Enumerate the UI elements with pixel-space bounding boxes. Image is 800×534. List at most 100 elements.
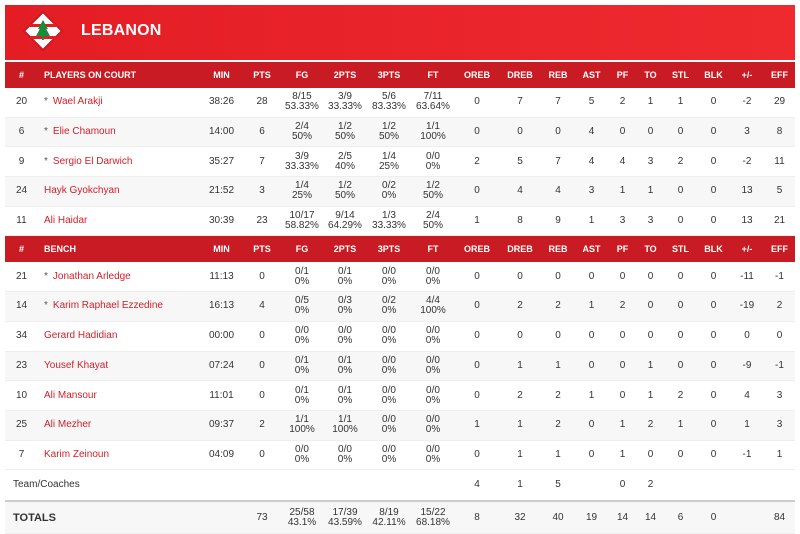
stat-cell: 7 (499, 88, 541, 118)
stat-cell: 0/3 0% (323, 291, 367, 322)
stat-cell: 0 (664, 440, 697, 471)
stat-cell: 4/4 100% (411, 291, 455, 322)
stat-cell: 0/0 0% (281, 440, 323, 471)
stat-cell: 1/1 100% (281, 410, 323, 441)
column-header: MIN (200, 62, 243, 88)
stat-made-attempted: 0/1 (295, 354, 309, 366)
stat-percentage: 0% (381, 335, 397, 347)
player-cell: Ali Mansour (38, 380, 200, 411)
player-name[interactable]: Gerard Hadidian (44, 330, 118, 342)
stat-cell: 29 (764, 88, 795, 118)
stat-cell: 0/0 0% (367, 321, 411, 352)
player-name[interactable]: Ali Haidar (44, 215, 88, 227)
stat-cell: 28 (243, 88, 281, 118)
player-name[interactable]: Sergio El Darwich (52, 155, 133, 167)
stat-cell: 1 (637, 380, 664, 411)
stat-percentage: 0% (381, 394, 397, 406)
stat-made-attempted: 0/0 (426, 443, 440, 455)
stat-cell: 3/9 33.33% (281, 146, 323, 178)
stat-made-attempted: 0/1 (338, 384, 352, 396)
stat-percentage: 50% (334, 190, 355, 202)
stat-cell: 16:13 (200, 291, 243, 322)
stat-cell: 0 (697, 291, 730, 322)
stat-cell: 11:01 (200, 380, 243, 411)
player-name[interactable]: Wael Arakji (52, 96, 103, 108)
stat-percentage: 0% (337, 275, 353, 287)
stat-made-attempted: 0/1 (295, 265, 309, 277)
stat-cell: 2/4 50% (411, 206, 455, 237)
stat-cell: 1 (664, 88, 697, 118)
player-cell: * Jonathan Arledge (38, 262, 200, 293)
stat-cell: 5 (499, 146, 541, 178)
stat-cell: 8 (499, 206, 541, 237)
player-cell: * Elie Chamoun (38, 117, 200, 148)
player-number: 14 (5, 291, 38, 322)
stat-cell: 2 (764, 291, 795, 322)
stat-cell: 1 (499, 469, 541, 502)
stat-cell: 2 (664, 380, 697, 411)
stat-cell: 1/4 25% (281, 176, 323, 207)
stat-cell: 7 (243, 146, 281, 178)
starter-mark: * (44, 155, 48, 167)
stat-cell: 0 (243, 351, 281, 382)
stat-cell: 2 (499, 291, 541, 322)
stat-cell: 2 (243, 410, 281, 441)
stat-cell: 0 (499, 117, 541, 148)
column-header: REB (541, 62, 575, 88)
totals-label: TOTALS (5, 500, 200, 534)
player-cell: Hayk Gyokchyan (38, 176, 200, 207)
player-name[interactable]: Ali Mansour (44, 389, 97, 401)
stat-cell: 4 (575, 146, 608, 178)
stat-cell: 0 (541, 117, 575, 148)
player-number: 24 (5, 176, 38, 207)
stat-cell: 6 (243, 117, 281, 148)
stat-cell: 1 (499, 410, 541, 441)
stat-cell: 0/0 0% (281, 321, 323, 352)
stat-made-attempted: 8/15 (292, 91, 312, 103)
column-header: TO (637, 235, 664, 263)
column-header: EFF (764, 62, 795, 88)
stat-percentage: 50% (378, 131, 399, 143)
stat-cell: -2 (730, 88, 764, 118)
player-name[interactable]: Jonathan Arledge (52, 270, 131, 282)
stat-made-attempted: 7/11 (423, 91, 443, 103)
stat-percentage: 53.33% (285, 101, 319, 113)
stat-made-attempted: 0/1 (295, 384, 309, 396)
starter-mark: * (44, 270, 48, 282)
stat-cell: 5 (541, 469, 575, 502)
stat-percentage: 42.11% (372, 516, 406, 528)
column-header: MIN (200, 235, 243, 263)
player-name[interactable]: Hayk Gyokchyan (44, 185, 120, 197)
stat-cell: 0/0 0% (323, 321, 367, 352)
stat-cell: 0/1 0% (281, 380, 323, 411)
stat-cell: 4 (455, 469, 499, 502)
player-name[interactable]: Karim Raphael Ezzedine (52, 300, 163, 312)
team-label: Team/Coaches (5, 469, 200, 502)
player-name[interactable]: Yousef Khayat (44, 359, 109, 371)
stat-cell: 1 (575, 291, 608, 322)
stat-cell: 0 (608, 262, 637, 293)
stat-cell: 19 (575, 500, 608, 534)
stat-made-attempted: 1/1 (426, 121, 440, 133)
player-cell: Ali Mezher (38, 410, 200, 441)
stat-cell: 3 (730, 117, 764, 148)
stat-cell: 0 (243, 440, 281, 471)
column-header: PTS (243, 62, 281, 88)
player-name[interactable]: Karim Zeinoun (44, 448, 110, 460)
stat-cell: 0 (243, 321, 281, 352)
stat-made-attempted: 2/4 (295, 121, 309, 133)
stat-cell: 1 (541, 440, 575, 471)
stat-cell: 0/1 0% (281, 351, 323, 382)
column-header: FT (411, 235, 455, 263)
stat-cell: 13 (730, 176, 764, 207)
stat-percentage: 50% (291, 131, 312, 143)
player-name[interactable]: Ali Mezher (44, 419, 92, 431)
stat-cell: 11 (764, 146, 795, 178)
player-name[interactable]: Elie Chamoun (52, 126, 116, 138)
stat-made-attempted: 0/5 (295, 295, 309, 307)
player-cell: * Karim Raphael Ezzedine (38, 291, 200, 322)
stat-cell: 0 (664, 117, 697, 148)
player-number: 23 (5, 351, 38, 382)
stat-cell: 0 (455, 321, 499, 352)
stat-made-attempted: 1/1 (338, 414, 352, 426)
